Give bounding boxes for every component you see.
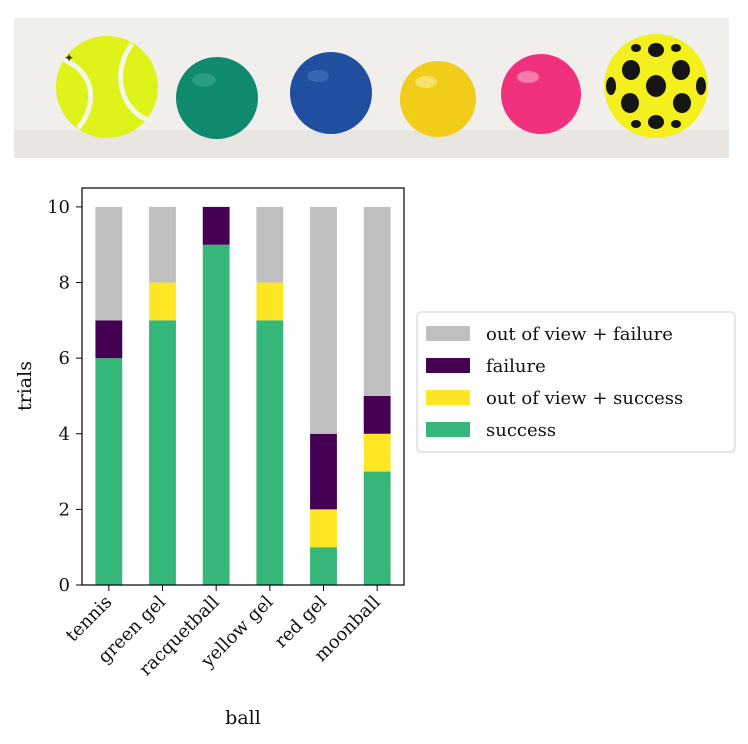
bar-yellow-gel-success xyxy=(256,320,284,585)
y-tick-label: 2 xyxy=(59,499,70,520)
legend-swatch-success xyxy=(426,422,470,437)
legend-label-out-of-view-success: out of view + success xyxy=(486,388,683,409)
bar-red-gel-out-of-view-failure xyxy=(310,206,337,434)
bar-green-gel-out-of-view-success xyxy=(149,282,176,321)
yellow-gel-ball-icon xyxy=(400,61,476,137)
bar-moonball-failure xyxy=(363,395,391,434)
tennis-ball-icon: ✦ xyxy=(56,36,158,138)
bar-green-gel-success xyxy=(149,320,176,585)
bars xyxy=(95,206,391,585)
legend-frame xyxy=(416,311,736,453)
y-axis-label: trials xyxy=(14,361,36,411)
y-tick-label: 10 xyxy=(47,197,70,218)
bar-moonball-out-of-view-success xyxy=(363,433,391,472)
bar-red-gel-success xyxy=(310,547,337,585)
bar-tennis-failure xyxy=(95,320,123,359)
legend-swatch-out-of-view-failure xyxy=(426,326,470,341)
y-tick-label: 6 xyxy=(59,348,70,369)
racquetball-icon xyxy=(290,52,372,134)
bar-racquetball-success xyxy=(202,244,230,585)
plot-frame xyxy=(81,187,405,586)
legend-swatch-out-of-view-success xyxy=(426,390,470,405)
x-axis-label: ball xyxy=(225,707,261,729)
bar-racquetball-failure xyxy=(202,206,230,245)
bar-tennis-success xyxy=(95,358,123,585)
legend-label-out-of-view-failure: out of view + failure xyxy=(486,324,673,345)
green-gel-ball-icon xyxy=(176,57,258,139)
red-gel-ball-icon xyxy=(501,54,581,134)
bar-tennis-out-of-view-failure xyxy=(95,206,123,321)
y-tick-label: 8 xyxy=(59,273,70,294)
legend: out of view + failure failure out of view … xyxy=(416,311,736,453)
bar-red-gel-out-of-view-success xyxy=(310,509,337,548)
y-axis: 0 2 4 6 8 10 xyxy=(47,197,82,596)
bar-red-gel-failure xyxy=(310,433,337,510)
bar-green-gel-out-of-view-failure xyxy=(149,206,176,283)
y-tick-label: 0 xyxy=(59,575,70,596)
ball-photo: ✦ xyxy=(14,18,729,158)
svg-text:✦: ✦ xyxy=(64,51,74,65)
bar-moonball-out-of-view-failure xyxy=(363,206,391,396)
bar-yellow-gel-out-of-view-failure xyxy=(256,206,284,283)
y-tick-label: 4 xyxy=(59,424,70,445)
legend-label-success: success xyxy=(486,420,556,441)
legend-swatch-failure xyxy=(426,358,470,373)
bar-yellow-gel-out-of-view-success xyxy=(256,282,284,321)
legend-label-failure: failure xyxy=(486,356,546,377)
bar-moonball-success xyxy=(363,471,391,585)
moonball-icon xyxy=(604,34,708,138)
